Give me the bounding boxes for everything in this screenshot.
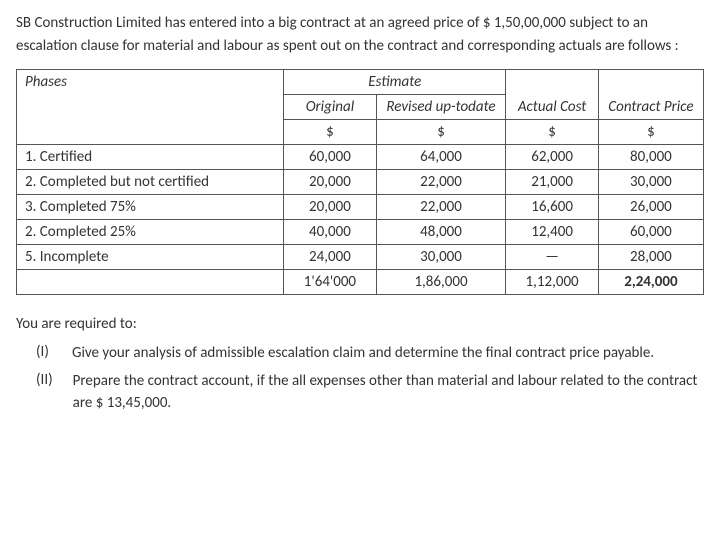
row-original: 20,000: [284, 170, 376, 195]
intro-text: SB Construction Limited has entered into…: [16, 12, 704, 57]
header-original: Original: [284, 95, 376, 120]
row-label: 2. Completed 25%: [17, 220, 284, 245]
requirement-item: (I) Give your analysis of admissible esc…: [16, 343, 704, 365]
unit-original: $: [284, 120, 376, 145]
row-revised: 64,000: [376, 145, 506, 170]
row-contract: 80,000: [598, 145, 703, 170]
requirement-text: Give your analysis of admissible escalat…: [72, 343, 704, 365]
unit-revised: $: [376, 120, 506, 145]
row-original: 20,000: [284, 195, 376, 220]
row-actual: 62,000: [506, 145, 598, 170]
requirements-title: You are required to:: [16, 315, 704, 333]
requirement-number: (I): [16, 343, 52, 365]
requirements-list: (I) Give your analysis of admissible esc…: [16, 343, 704, 414]
header-blank2: [598, 70, 703, 95]
row-label: 1. Certified: [17, 145, 284, 170]
row-label: 3. Completed 75%: [17, 195, 284, 220]
row-contract: 26,000: [598, 195, 703, 220]
row-contract: 60,000: [598, 220, 703, 245]
row-label: 5. Incomplete: [17, 245, 284, 270]
totals-revised: 1,86,000: [376, 270, 506, 295]
row-original: 40,000: [284, 220, 376, 245]
row-actual: —: [506, 245, 598, 270]
header-empty: [17, 95, 284, 120]
totals-contract: 2,24,000: [598, 270, 703, 295]
header-actual: Actual Cost: [506, 95, 598, 120]
row-revised: 30,000: [376, 245, 506, 270]
header-estimate: Estimate: [284, 70, 506, 95]
table-row: 5. Incomplete 24,000 30,000 — 28,000: [17, 245, 704, 270]
row-actual: 16,600: [506, 195, 598, 220]
unit-contract: $: [598, 120, 703, 145]
row-original: 60,000: [284, 145, 376, 170]
row-actual: 21,000: [506, 170, 598, 195]
requirement-text: Prepare the contract account, if the all…: [73, 371, 704, 415]
row-revised: 22,000: [376, 170, 506, 195]
row-contract: 30,000: [598, 170, 703, 195]
row-contract: 28,000: [598, 245, 703, 270]
table-row: 1. Certified 60,000 64,000 62,000 80,000: [17, 145, 704, 170]
requirement-item: (II) Prepare the contract account, if th…: [16, 371, 704, 415]
row-revised: 22,000: [376, 195, 506, 220]
requirement-number: (II): [16, 371, 53, 415]
row-label: 2. Completed but not certified: [17, 170, 284, 195]
table-row: 2. Completed 25% 40,000 48,000 12,400 60…: [17, 220, 704, 245]
table-totals: 1'64'000 1,86,000 1,12,000 2,24,000: [17, 270, 704, 295]
totals-actual: 1,12,000: [506, 270, 598, 295]
table-row: 3. Completed 75% 20,000 22,000 16,600 26…: [17, 195, 704, 220]
header-revised: Revised up-todate: [376, 95, 506, 120]
header-contract: Contract Price: [598, 95, 703, 120]
unit-empty: [17, 120, 284, 145]
totals-original: 1'64'000: [284, 270, 376, 295]
table-row: 2. Completed but not certified 20,000 22…: [17, 170, 704, 195]
header-blank1: [506, 70, 598, 95]
requirements-section: You are required to: (I) Give your analy…: [16, 315, 704, 414]
row-actual: 12,400: [506, 220, 598, 245]
row-original: 24,000: [284, 245, 376, 270]
header-phases: Phases: [17, 70, 284, 95]
unit-actual: $: [506, 120, 598, 145]
row-revised: 48,000: [376, 220, 506, 245]
totals-label: [17, 270, 284, 295]
data-table: Phases Estimate Original Revised up-toda…: [16, 69, 704, 295]
